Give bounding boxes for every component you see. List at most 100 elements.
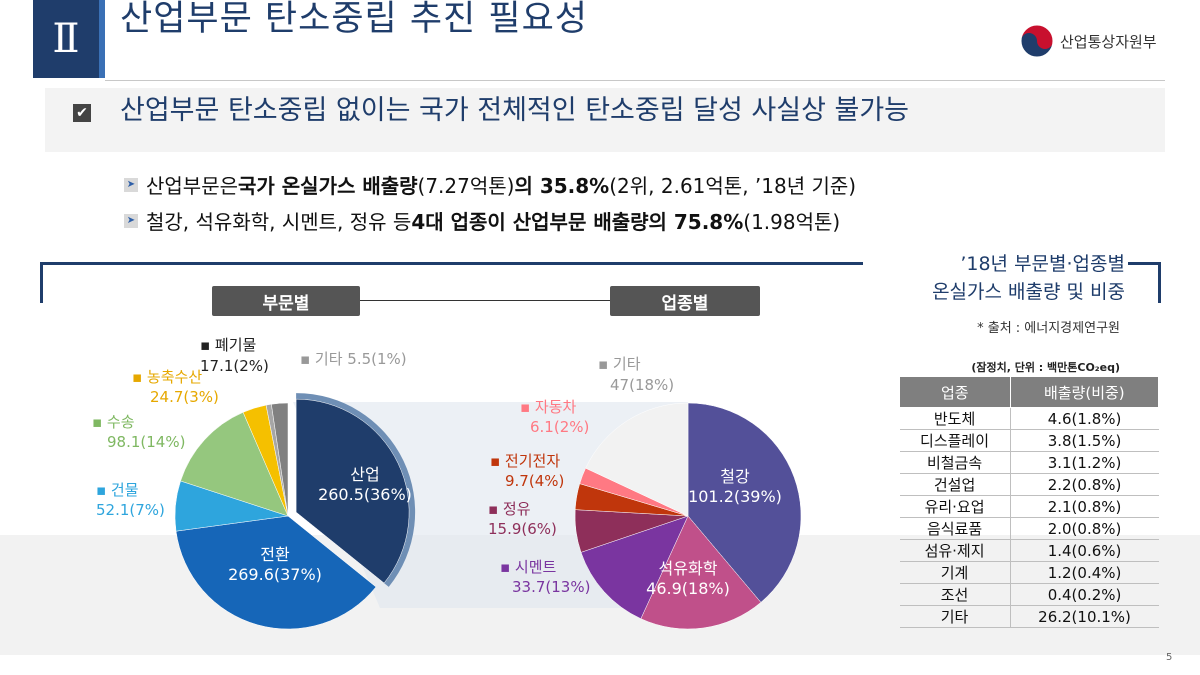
chart-caption: ’18년 부문별·업종별 온실가스 배출량 및 비중 bbox=[860, 250, 1125, 306]
table-row: 비철금속 3.1(1.2%) bbox=[899, 451, 1159, 474]
ministry-name: 산업통상자원부 bbox=[1060, 32, 1157, 51]
source-note: * 출처 : 에너지경제연구원 bbox=[977, 321, 1120, 336]
table-cell: 기타 bbox=[899, 605, 1011, 628]
bullet-1: ➤ 산업부문은 국가 온실가스 배출량 (7.27억톤) 의 35.8% (2위… bbox=[124, 170, 856, 199]
sector-pie bbox=[174, 393, 416, 630]
label-industry-other-value: 47(18%) bbox=[610, 376, 674, 394]
label-industry-electronics-value: 9.7(4%) bbox=[505, 472, 564, 490]
tab-connector bbox=[360, 300, 610, 301]
table-cell: 0.4(0.2%) bbox=[1010, 583, 1159, 606]
label-industry-petrochem: 석유화학 46.9(18%) bbox=[646, 559, 730, 598]
chart-caption-line-1: ’18년 부문별·업종별 bbox=[960, 253, 1125, 275]
industry-pie bbox=[574, 402, 802, 630]
table-cell: 음식료품 bbox=[899, 517, 1011, 540]
table-cell: 26.2(10.1%) bbox=[1010, 605, 1159, 628]
bullet-2-part-1: 철강, 석유화학, 시멘트, 정유 등 bbox=[146, 210, 412, 234]
page-title: 산업부문 탄소중립 추진 필요성 bbox=[120, 0, 588, 39]
table-row: 음식료품 2.0(0.8%) bbox=[899, 517, 1159, 540]
bullet-1-part-3: (7.27억톤) bbox=[417, 174, 515, 198]
tab-industry: 업종별 bbox=[610, 286, 760, 316]
table-cell: 1.2(0.4%) bbox=[1010, 561, 1159, 584]
table-row: 기계 1.2(0.4%) bbox=[899, 561, 1159, 584]
bullet-1-part-4: 의 35.8% bbox=[514, 174, 610, 198]
bullet-1-part-1: 산업부문은 bbox=[146, 174, 238, 198]
bullet-2-part-3: (1.98억톤) bbox=[743, 210, 841, 234]
table-header-emission: 배출량(비중) bbox=[1009, 376, 1160, 408]
section-accent-bar bbox=[99, 0, 105, 78]
arrow-bullet-icon: ➤ bbox=[124, 177, 138, 192]
headline: 산업부문 탄소중립 없이는 국가 전체적인 탄소중립 달성 사실상 불가능 bbox=[120, 95, 910, 126]
pie-slice-6 bbox=[271, 402, 289, 517]
table-cell: 디스플레이 bbox=[899, 429, 1011, 452]
ministry-logo: 산업통상자원부 bbox=[1020, 24, 1157, 58]
label-sector-waste-value: 17.1(2%) bbox=[200, 357, 269, 375]
header-divider bbox=[105, 80, 1165, 81]
table-row: 유리·요업 2.1(0.8%) bbox=[899, 495, 1159, 518]
label-industry-other: ▪ 기타 bbox=[598, 355, 641, 373]
label-industry-refining-value: 15.9(6%) bbox=[488, 520, 557, 538]
table-cell: 1.4(0.6%) bbox=[1010, 539, 1159, 562]
label-sector-conversion: 전환 269.6(37%) bbox=[228, 545, 322, 584]
arrow-bullet-icon: ➤ bbox=[124, 213, 138, 228]
label-sector-building: ▪ 건물 bbox=[96, 481, 139, 499]
label-sector-other: ▪ 기타 5.5(1%) bbox=[300, 350, 407, 368]
section-number: Ⅱ bbox=[33, 0, 99, 78]
pie-slice-1 bbox=[175, 515, 377, 630]
label-industry-auto-value: 6.1(2%) bbox=[530, 418, 589, 436]
label-sector-industry: 산업 260.5(36%) bbox=[318, 465, 412, 504]
pie-labels: 산업 260.5(36%) 전환 269.6(37%) ▪ 건물 52.1(7%) ▪ 수송… bbox=[92, 336, 782, 598]
chart-frame-left bbox=[40, 262, 863, 303]
label-industry-refining: ▪ 정유 bbox=[488, 500, 531, 518]
bullet-2: ➤ 철강, 석유화학, 시멘트, 정유 등 4대 업종이 산업부문 배출량의 7… bbox=[124, 206, 840, 235]
pie-charts: 산업 260.5(36%) 전환 269.6(37%) ▪ 건물 52.1(7%) ▪ 수송… bbox=[92, 336, 802, 630]
pie-slice-2 bbox=[580, 515, 689, 620]
label-sector-agri-value: 24.7(3%) bbox=[150, 388, 219, 406]
label-industry-auto: ▪ 자동차 bbox=[520, 398, 577, 416]
chart-frame-right bbox=[1128, 262, 1161, 303]
table-cell: 2.2(0.8%) bbox=[1010, 473, 1159, 496]
table-row: 기타 26.2(10.1%) bbox=[899, 605, 1159, 628]
table-cell: 기계 bbox=[899, 561, 1011, 584]
table-row: 디스플레이 3.8(1.5%) bbox=[899, 429, 1159, 452]
bullet-2-part-2: 4대 업종이 산업부문 배출량의 75.8% bbox=[411, 210, 744, 234]
label-industry-cement: ▪ 시멘트 bbox=[500, 558, 557, 576]
table-row: 섬유·제지 1.4(0.6%) bbox=[899, 539, 1159, 562]
table-cell: 3.1(1.2%) bbox=[1010, 451, 1159, 474]
headline-band bbox=[45, 88, 1165, 152]
pie-slice-0 bbox=[687, 402, 802, 603]
label-industry-steel: 철강 101.2(39%) bbox=[688, 467, 782, 506]
taegeuk-icon bbox=[1020, 24, 1054, 58]
table-header-industry: 업종 bbox=[899, 376, 1011, 408]
label-sector-waste: ▪ 폐기물 bbox=[200, 336, 256, 354]
label-industry-electronics: ▪ 전기전자 bbox=[490, 452, 560, 470]
label-sector-building-value: 52.1(7%) bbox=[96, 501, 165, 519]
table-cell: 2.0(0.8%) bbox=[1010, 517, 1159, 540]
page-number: 5 bbox=[1166, 652, 1173, 663]
label-industry-cement-value: 33.7(13%) bbox=[512, 578, 590, 596]
table-cell: 건설업 bbox=[899, 473, 1011, 496]
table-cell: 4.6(1.8%) bbox=[1010, 407, 1159, 430]
pie-slice-6 bbox=[585, 402, 689, 517]
label-sector-transport-value: 98.1(14%) bbox=[107, 433, 185, 451]
label-sector-transport: ▪ 수송 bbox=[92, 413, 135, 431]
table-row: 반도체 4.6(1.8%) bbox=[899, 407, 1159, 430]
table-cell: 비철금속 bbox=[899, 451, 1011, 474]
label-sector-agri: ▪ 농축수산 bbox=[132, 368, 202, 386]
table-cell: 3.8(1.5%) bbox=[1010, 429, 1159, 452]
chart-caption-line-2: 온실가스 배출량 및 비중 bbox=[932, 281, 1125, 303]
table-cell: 섬유·제지 bbox=[899, 539, 1011, 562]
tab-sector: 부문별 bbox=[212, 286, 360, 316]
pie-slice-1 bbox=[640, 515, 762, 630]
table-cell: 2.1(0.8%) bbox=[1010, 495, 1159, 518]
table-cell: 조선 bbox=[899, 583, 1011, 606]
table-cell: 유리·요업 bbox=[899, 495, 1011, 518]
unit-note: (잠정치, 단위 : 백만톤CO₂eq) bbox=[971, 361, 1120, 374]
checkbox-icon: ✔ bbox=[73, 104, 91, 122]
bullet-1-part-2: 국가 온실가스 배출량 bbox=[238, 174, 418, 198]
pie-slice-0 bbox=[295, 398, 410, 584]
pie-slice-3 bbox=[180, 411, 289, 517]
table-row: 건설업 2.2(0.8%) bbox=[899, 473, 1159, 496]
table-row: 조선 0.4(0.2%) bbox=[899, 583, 1159, 606]
bullet-1-part-5: (2위, 2.61억톤, ’18년 기준) bbox=[609, 174, 857, 198]
table-cell: 반도체 bbox=[899, 407, 1011, 430]
